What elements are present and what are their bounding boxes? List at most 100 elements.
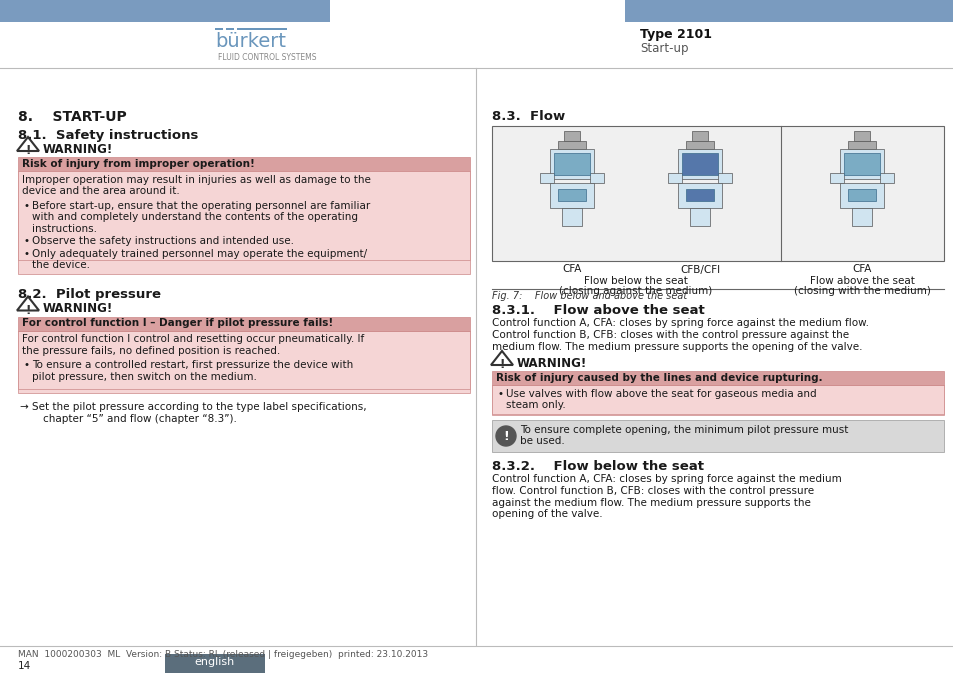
Bar [492, 420, 943, 452]
Bar [18, 157, 470, 171]
Text: Start-up: Start-up [639, 42, 688, 55]
Bar [843, 153, 879, 174]
Bar [18, 316, 470, 330]
Text: WARNING!: WARNING! [43, 143, 113, 156]
Bar [689, 207, 709, 225]
Text: the pressure fails, no defined position is reached.: the pressure fails, no defined position … [22, 346, 280, 356]
Text: For control function I – Danger if pilot pressure fails!: For control function I – Danger if pilot… [22, 318, 333, 328]
Text: 8.3.1.    Flow above the seat: 8.3.1. Flow above the seat [492, 304, 704, 317]
Text: •: • [24, 236, 30, 246]
Text: WARNING!: WARNING! [517, 357, 587, 370]
Bar [681, 153, 718, 174]
Text: •: • [497, 389, 503, 399]
Bar [226, 28, 233, 30]
Text: !: ! [502, 431, 508, 444]
Bar [691, 131, 707, 141]
Text: CFA: CFA [561, 264, 581, 275]
Text: instructions.: instructions. [32, 224, 97, 234]
Text: (closing with the medium): (closing with the medium) [793, 286, 929, 296]
Bar [18, 330, 470, 388]
Bar [214, 28, 223, 30]
Bar [0, 0, 330, 22]
Circle shape [496, 426, 516, 446]
Text: Flow above the seat: Flow above the seat [809, 275, 914, 285]
Text: !: ! [26, 304, 30, 316]
Bar [236, 28, 287, 30]
Text: pilot pressure, then switch on the medium.: pilot pressure, then switch on the mediu… [32, 372, 256, 382]
Text: 8.1.  Safety instructions: 8.1. Safety instructions [18, 129, 198, 141]
Bar [18, 330, 470, 392]
Text: Fig. 7:    Flow below and above the seat: Fig. 7: Flow below and above the seat [492, 291, 686, 301]
Text: Observe the safety instructions and intended use.: Observe the safety instructions and inte… [32, 236, 294, 246]
Text: medium flow. The medium pressure supports the opening of the valve.: medium flow. The medium pressure support… [492, 341, 862, 351]
Bar [840, 149, 883, 178]
Bar [492, 385, 943, 415]
Text: opening of the valve.: opening of the valve. [492, 509, 602, 519]
Text: Control function B, CFB: closes with the control pressure against the: Control function B, CFB: closes with the… [492, 330, 848, 340]
Text: •: • [24, 249, 30, 259]
Text: 8.3.2.    Flow below the seat: 8.3.2. Flow below the seat [492, 460, 703, 473]
Bar [558, 188, 585, 201]
Text: Type 2101: Type 2101 [639, 28, 711, 41]
Text: with and completely understand the contents of the operating: with and completely understand the conte… [32, 213, 357, 223]
Text: device and the area around it.: device and the area around it. [22, 186, 179, 197]
Text: 8.3.  Flow: 8.3. Flow [492, 110, 565, 123]
Bar [539, 172, 554, 182]
Text: Risk of injury caused by the lines and device rupturing.: Risk of injury caused by the lines and d… [496, 373, 821, 383]
Text: 8.    START-UP: 8. START-UP [18, 110, 127, 124]
Text: against the medium flow. The medium pressure supports the: against the medium flow. The medium pres… [492, 497, 810, 507]
Bar [847, 188, 875, 201]
Bar [685, 141, 713, 149]
Text: CFB/CFI: CFB/CFI [679, 264, 720, 275]
Text: To ensure complete opening, the minimum pilot pressure must: To ensure complete opening, the minimum … [519, 425, 847, 435]
Text: MAN  1000200303  ML  Version: B Status: RL (released | freigegeben)  printed: 23: MAN 1000200303 ML Version: B Status: RL … [18, 650, 428, 659]
Text: Before start-up, ensure that the operating personnel are familiar: Before start-up, ensure that the operati… [32, 201, 370, 211]
Bar [492, 385, 943, 414]
Bar [558, 141, 585, 149]
Text: Control function A, CFA: closes by spring force against the medium flow.: Control function A, CFA: closes by sprin… [492, 318, 868, 328]
Bar [829, 172, 843, 182]
Bar [550, 182, 594, 207]
Bar [492, 371, 943, 385]
Text: Use valves with flow above the seat for gaseous media and: Use valves with flow above the seat for … [505, 389, 816, 399]
Bar [840, 182, 883, 207]
Bar [851, 207, 871, 225]
Text: CFA: CFA [851, 264, 871, 275]
Text: → Set the pilot pressure according to the type label specifications,: → Set the pilot pressure according to th… [20, 402, 366, 413]
Text: be used.: be used. [519, 437, 564, 446]
Bar [718, 172, 731, 182]
Text: Flow below the seat: Flow below the seat [583, 275, 687, 285]
Bar [624, 0, 953, 22]
Bar [18, 171, 470, 274]
Bar [18, 171, 470, 260]
Text: To ensure a controlled restart, first pressurize the device with: To ensure a controlled restart, first pr… [32, 361, 353, 371]
Bar [678, 149, 721, 178]
Bar [685, 188, 713, 201]
Text: english: english [194, 657, 234, 667]
Bar [492, 125, 943, 260]
Text: Control function A, CFA: closes by spring force against the medium: Control function A, CFA: closes by sprin… [492, 474, 841, 485]
Text: FLUID CONTROL SYSTEMS: FLUID CONTROL SYSTEMS [218, 53, 316, 62]
Text: For control function I control and resetting occur pneumatically. If: For control function I control and reset… [22, 334, 364, 345]
Text: •: • [24, 201, 30, 211]
Text: chapter “5” and flow (chapter “8.3”).: chapter “5” and flow (chapter “8.3”). [30, 414, 236, 424]
Text: •: • [24, 361, 30, 371]
Text: WARNING!: WARNING! [43, 302, 113, 316]
Text: 8.2.  Pilot pressure: 8.2. Pilot pressure [18, 288, 161, 301]
Bar [853, 131, 869, 141]
Bar [563, 131, 579, 141]
Bar [554, 153, 589, 174]
Text: (closing against the medium): (closing against the medium) [558, 286, 712, 296]
Text: Risk of injury from improper operation!: Risk of injury from improper operation! [22, 159, 254, 169]
Text: 14: 14 [18, 661, 31, 671]
Text: flow. Control function B, CFB: closes with the control pressure: flow. Control function B, CFB: closes wi… [492, 486, 813, 496]
Text: !: ! [26, 144, 30, 157]
Text: Only adequately trained personnel may operate the equipment/: Only adequately trained personnel may op… [32, 249, 367, 259]
Text: steam only.: steam only. [505, 400, 565, 411]
Text: Improper operation may result in injuries as well as damage to the: Improper operation may result in injurie… [22, 175, 371, 185]
Bar [667, 172, 681, 182]
Text: the device.: the device. [32, 260, 90, 271]
Bar [847, 141, 875, 149]
Bar [165, 654, 265, 673]
Bar [550, 149, 594, 178]
